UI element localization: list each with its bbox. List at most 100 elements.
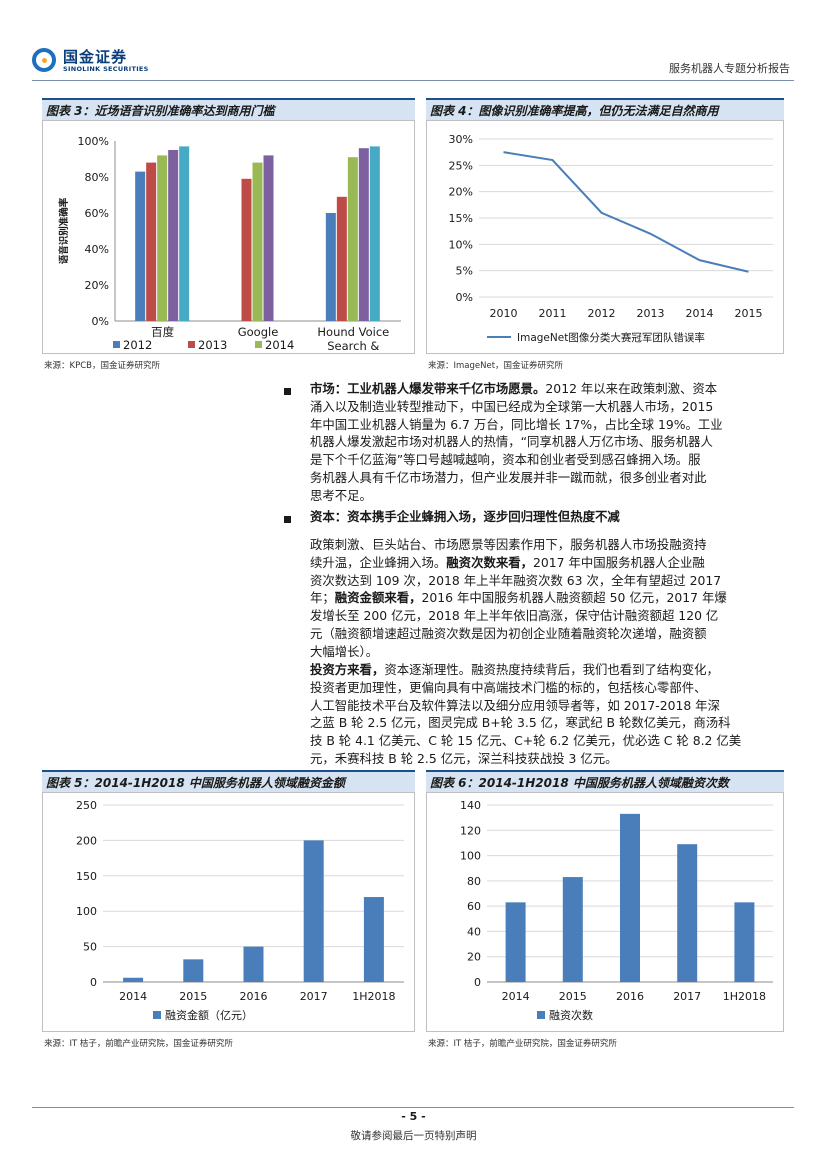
y-tick-label: 40% — [85, 243, 109, 256]
bar-2013 — [146, 162, 157, 321]
x-tick-label: 2014 — [119, 990, 147, 1003]
report-title: 服务机器人专题分析报告 — [669, 62, 790, 75]
market-line-7: 思考不足。 — [310, 487, 372, 503]
bar-2015 — [168, 150, 179, 321]
figure-5-chart: 0 50 100 150 200 250 2014 2015 2016 2017 1H2018 融资金… — [42, 792, 415, 1032]
x-tick-label: 2011 — [539, 307, 567, 320]
financing-line-6: 元（融资额增速超过融资次数是因为初创企业随着融资轮次递增，融资额 — [310, 625, 707, 641]
logo-cn: 国金证券 — [63, 48, 128, 66]
legend-label: ImageNet图像分类大赛冠军团队错误率 — [517, 331, 705, 344]
figure-3-source: 来源：KPCB，国金证券研究所 — [44, 361, 160, 371]
bar-2017 — [677, 844, 698, 982]
x-tick-label: 2015 — [735, 307, 763, 320]
x-tick-label: 1H2018 — [723, 990, 766, 1003]
figure-6-source: 来源：IT 桔子，前瞻产业研究院，国金证券研究所 — [428, 1039, 617, 1049]
investor-line-2: 投资者更加理性，更偏向具有中高端技术门槛的标的，包括核心零部件、 — [310, 679, 707, 695]
x-tick-label: 2012 — [588, 307, 616, 320]
y-tick-label: 80% — [85, 171, 109, 184]
market-line-2: 涌入以及制造业转型推动下，中国已经成为全球第一大机器人市场，2015 — [310, 398, 714, 414]
x-tick-label: 1H2018 — [352, 990, 395, 1003]
chart-fig5-svg: 0 50 100 150 200 250 2014 2015 2016 2017 1H2018 融资金… — [76, 799, 404, 1022]
market-line-4: 机器人爆发激起市场对机器人的热情，“同享机器人万亿市场、服务机器人 — [310, 434, 713, 450]
y-tick-label: 10% — [449, 238, 473, 251]
bar-2016 — [620, 813, 640, 982]
figure-5-source: 来源：IT 桔子，前瞻产业研究院，国金证券研究所 — [44, 1039, 233, 1049]
bar-2012 — [325, 213, 336, 321]
y-tick-label: 200 — [76, 834, 97, 847]
y-tick-label: 20% — [85, 279, 109, 292]
y-axis-label: 语音识别准确率 — [58, 197, 70, 264]
x-tick-label: Hound Voice — [317, 325, 389, 339]
y-tick-label: 50 — [83, 941, 97, 954]
investor-line-6: 元，禾赛科技 B 轮 2.5 亿元，深兰科技获战投 3 亿元。 — [310, 750, 618, 766]
legend-label-2012: 2012 — [123, 338, 152, 352]
bullet-market — [284, 388, 291, 395]
investor-label: 投资方来看， — [310, 662, 385, 677]
legend-swatch-2014 — [255, 341, 262, 348]
investor-line-4: 之蓝 B 轮 2.5 亿元，图灵完成 B+轮 3.5 亿，寒武纪 B 轮数亿美元… — [310, 715, 731, 731]
y-tick-label: 0 — [90, 976, 97, 989]
investor-line-5: 技 B 轮 4.1 亿美元、C 轮 15 亿元、C+轮 6.2 亿美元，优必选 … — [310, 733, 742, 749]
bar-2016 — [369, 146, 380, 321]
legend-swatch-2012 — [113, 341, 120, 348]
y-tick-label: 40 — [467, 925, 481, 938]
logo-en: SINOLINK SECURITIES — [63, 65, 149, 73]
y-tick-label: 0% — [456, 291, 473, 304]
figure-4-chart: 0% 5% 10% 15% 20% 25% 30% 2010 2011 2012 2013 2014 2… — [426, 120, 784, 354]
x-tick-label: Search & — [327, 339, 379, 353]
x-tick-label: 2016 — [616, 990, 644, 1003]
bar-1H2018 — [363, 897, 384, 982]
financing-line-4-start: 年； — [310, 590, 335, 606]
capital-heading-block: 资本：资本携手企业蜂拥入场，逐步回归理性但热度不减 — [310, 508, 784, 526]
market-line-1: 2012 年以来在政策刺激、资本 — [545, 381, 718, 396]
paragraph-investors: 投资方来看，资本逐渐理性。融资热度持续背后，我们也看到了结构变化， 投资者更加理… — [310, 661, 784, 768]
financing-line-7: 大幅增长）。 — [310, 643, 379, 659]
legend-swatch-2013 — [188, 341, 195, 348]
bar-2014 — [123, 977, 144, 982]
y-tick-label: 15% — [449, 212, 473, 225]
y-tick-label: 100 — [460, 850, 481, 863]
figure-4-title: 图表 4：图像识别准确率提高，但仍无法满足自然商用 — [426, 98, 784, 120]
x-tick-label: 2017 — [673, 990, 701, 1003]
bar-2015 — [263, 155, 274, 321]
bar-2016 — [243, 946, 264, 982]
series-line — [503, 151, 749, 273]
paragraph-financing: 政策刺激、巨头站台、市场愿景等因素作用下，服务机器人市场投融资持 续升温，企业蜂… — [310, 536, 784, 661]
bar-2015 — [358, 148, 369, 321]
figure-3-chart: 0% 20% 40% 60% 80% 100% 语音识别准确率 百度 Google Hound V… — [42, 120, 415, 354]
chart-fig6-svg: 0 20 40 60 80 100 120 140 2014 2015 2016 2017 1H2018… — [460, 799, 773, 1022]
bar-2014 — [347, 157, 358, 321]
y-tick-label: 100 — [76, 905, 97, 918]
y-tick-label: 0 — [474, 976, 481, 989]
x-tick-label: Google — [238, 325, 279, 339]
figure-6-chart: 0 20 40 60 80 100 120 140 2014 2015 2016 2017 1H2018… — [426, 792, 784, 1032]
bar-2016 — [179, 146, 190, 321]
x-tick-label: 百度 — [151, 325, 174, 339]
x-tick-label: 2016 — [240, 990, 268, 1003]
legend-label: 融资金额（亿元） — [165, 1008, 253, 1022]
bar-2015 — [183, 959, 204, 982]
bar-2017 — [303, 840, 324, 982]
y-tick-label: 80 — [467, 875, 481, 888]
y-tick-label: 60% — [85, 207, 109, 220]
x-tick-label: 2015 — [559, 990, 587, 1003]
bar-2013 — [336, 196, 347, 321]
financing-amount-label: 融资金额来看， — [334, 590, 422, 606]
bar-2015 — [562, 877, 583, 982]
bar-2012 — [135, 171, 146, 321]
market-line-3: 年中国工业机器人销量为 6.7 万台，同比增长 17%，占比全球 19%。工业 — [310, 416, 723, 432]
financing-line-1: 政策刺激、巨头站台、市场愿景等因素作用下，服务机器人市场投融资持 — [310, 537, 707, 552]
disclaimer: 敬请参阅最后一页特别声明 — [350, 1130, 477, 1142]
y-tick-label: 5% — [456, 265, 473, 278]
financing-line-3: 资次数达到 109 次，2018 年上半年融资次数 63 次，全年有望超过 20… — [310, 572, 722, 588]
y-tick-label: 20% — [449, 186, 473, 199]
figure-3-title: 图表 3：近场语音识别准确率达到商用门槛 — [42, 98, 415, 120]
sinolink-logo-icon — [32, 48, 56, 72]
y-tick-label: 140 — [460, 799, 481, 812]
y-tick-label: 30% — [449, 133, 473, 146]
financing-line-2: 续升温，企业蜂拥入场。 — [310, 554, 447, 570]
bar-2013 — [241, 178, 252, 321]
x-tick-label: 2017 — [300, 990, 328, 1003]
financing-line-5: 发增长至 200 亿元，2018 年上半年依旧高涨，保守估计融资额超 120 亿 — [310, 608, 719, 624]
bar-2014 — [505, 902, 526, 982]
